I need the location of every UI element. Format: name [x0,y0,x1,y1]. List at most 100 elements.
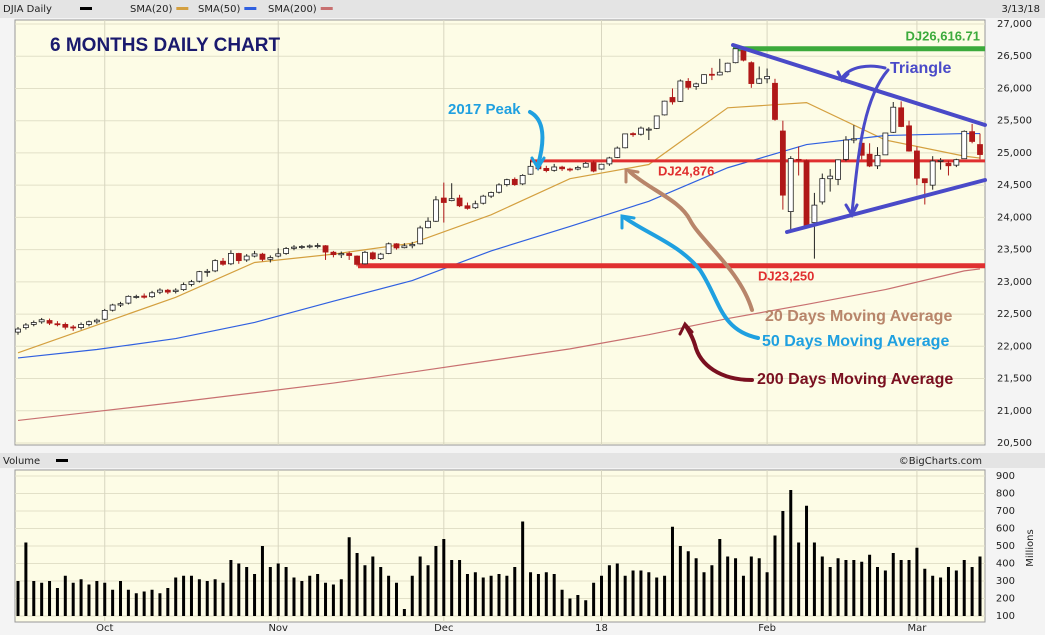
header-strip [0,0,1045,18]
candle-body [701,74,707,84]
y-tick-label: 27,000 [997,19,1032,30]
volume-bar [757,558,761,616]
candle-body [440,197,447,203]
candle-body [377,253,384,260]
candle-body [101,310,108,320]
candle-body [93,319,100,323]
volume-bar [410,575,414,616]
candle-body [519,175,526,185]
volume-bar [552,574,556,616]
candle-body [164,289,171,293]
arrow-peak [528,110,545,167]
level-label: DJ23,250 [758,268,814,283]
arrow-peak-head [530,156,546,171]
volume-bar [473,572,477,616]
y-tick-label: 100 [996,611,1015,622]
arrow-sma200-head [678,321,694,336]
candle-body [496,184,502,193]
x-tick-label: 18 [595,623,608,634]
volume-bar [142,591,146,616]
candle-body [645,128,652,131]
y-tick-label: 22,000 [997,341,1032,352]
volume-bar [521,521,525,616]
candle-body [109,304,116,311]
volume-bar [40,582,44,616]
volume-bar [450,560,454,616]
candle-body [906,125,912,152]
volume-bar [907,560,911,616]
candle-body [306,245,313,248]
y-tick-label: 22,500 [997,309,1032,320]
candle-body [354,255,360,265]
volume-bar [174,577,178,616]
volume-bar [828,567,832,616]
candle-body [433,199,439,222]
volume-bar [268,567,272,616]
candle-body [30,322,37,325]
volume-bar [781,511,785,616]
candle-body [362,251,368,265]
volume-bar [686,551,690,616]
volume-bar [978,556,982,616]
price-panel [14,19,986,446]
candle-body [38,319,45,323]
volume-bar [883,570,887,616]
candle-body [811,204,818,223]
candle-body [70,326,77,329]
candle-body [503,179,510,185]
candle-body [417,227,424,245]
legend-label: SMA(200) [268,4,317,15]
volume-bar [931,575,935,616]
candle-body [638,127,644,135]
candle-body [62,323,69,328]
candle-body [15,328,21,333]
candle-body [748,62,755,84]
legend-label: SMA(50) [198,4,240,15]
volume-bar [568,598,572,616]
candle-body [409,244,416,247]
volume-bar [663,575,667,616]
candle-body [298,246,305,248]
y-tick-label: 21,500 [997,374,1032,385]
volume-bar [891,553,895,616]
candle-body [787,158,794,212]
y-tick-label: 25,000 [997,148,1032,159]
arrow-sma50 [623,216,760,340]
volume-bar [789,490,793,616]
level-label: DJ26,616.71 [906,28,980,43]
volume-bar [331,584,335,616]
volume-bar [670,526,674,616]
candle-body [228,253,234,265]
y-tick-label: 500 [996,541,1015,552]
candle-body [133,296,140,298]
y-tick-label: 24,500 [997,180,1032,191]
volume-bar [481,577,485,616]
volume-bar [765,572,769,616]
candle-body [724,62,731,73]
volume-title: Volume [3,456,40,467]
annotation: 20 Days Moving Average [765,308,952,325]
volume-bar [615,563,619,616]
candle-body [843,139,849,160]
y-tick-label: 26,000 [997,83,1032,94]
annotation: 2017 Peak [448,101,521,118]
candle-body [740,50,747,61]
y-tick-label: 900 [996,471,1015,482]
volume-bar [592,582,596,616]
candle-body [267,257,274,260]
volume-bar [387,575,391,616]
y-tick-label: 20,500 [997,438,1032,449]
candle-body [141,295,148,298]
volume-bar [324,582,328,616]
volume-bar [797,542,801,616]
candle-body [961,130,968,160]
candle-body [480,195,487,204]
volume-bar [347,537,351,616]
candle-body [835,159,841,180]
candle-body [235,253,242,262]
candle-body [283,248,289,254]
candle-body [559,166,565,170]
volume-bar [308,575,312,616]
volume-bar [292,577,296,616]
